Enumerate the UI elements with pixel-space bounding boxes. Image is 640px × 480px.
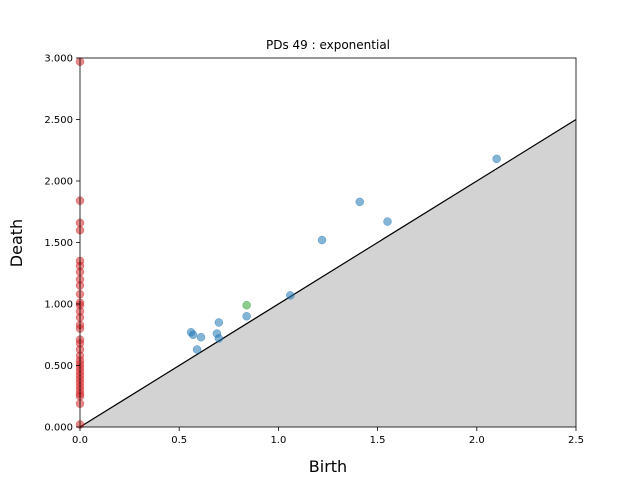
x-axis-label: Birth: [309, 457, 347, 476]
y-tick-label: 1.000: [44, 300, 73, 311]
diagonal-line: [79, 118, 577, 428]
y-axis-label: Death: [7, 219, 26, 267]
y-tick-label: 2.500: [44, 115, 73, 126]
chart-title: PDs 49 : exponential: [266, 38, 390, 52]
plot-area: [75, 57, 577, 429]
y-axis: 0.000 0.500 1.000 1.500 2.000 2.500 3.000: [44, 54, 80, 434]
x-tick-label: 0.5: [171, 435, 187, 446]
y-tick-label: 2.000: [44, 177, 73, 188]
x-tick-label: 1.0: [270, 435, 286, 446]
data-point: [188, 330, 198, 339]
data-point: [286, 291, 295, 300]
data-point: [242, 312, 251, 321]
y-tick-label: 0.500: [44, 361, 73, 372]
data-point: [192, 345, 202, 354]
x-tick-label: 2.5: [568, 435, 584, 446]
data-point: [383, 217, 392, 226]
x-tick-label: 1.5: [370, 435, 386, 446]
x-axis: 0.0 0.5 1.0 1.5 2.0 2.5: [72, 427, 584, 446]
data-point: [492, 154, 501, 164]
data-point: [196, 332, 206, 342]
y-tick-label: 1.500: [44, 238, 73, 249]
data-point: [214, 318, 224, 327]
x-tick-label: 2.0: [469, 435, 485, 446]
data-point: [355, 197, 364, 207]
x-tick-label: 0.0: [72, 435, 88, 446]
data-point: [317, 235, 327, 245]
data-point: [214, 334, 224, 343]
data-point: [242, 300, 251, 310]
y-tick-label: 3.000: [44, 54, 73, 65]
y-tick-label: 0.000: [44, 423, 73, 434]
